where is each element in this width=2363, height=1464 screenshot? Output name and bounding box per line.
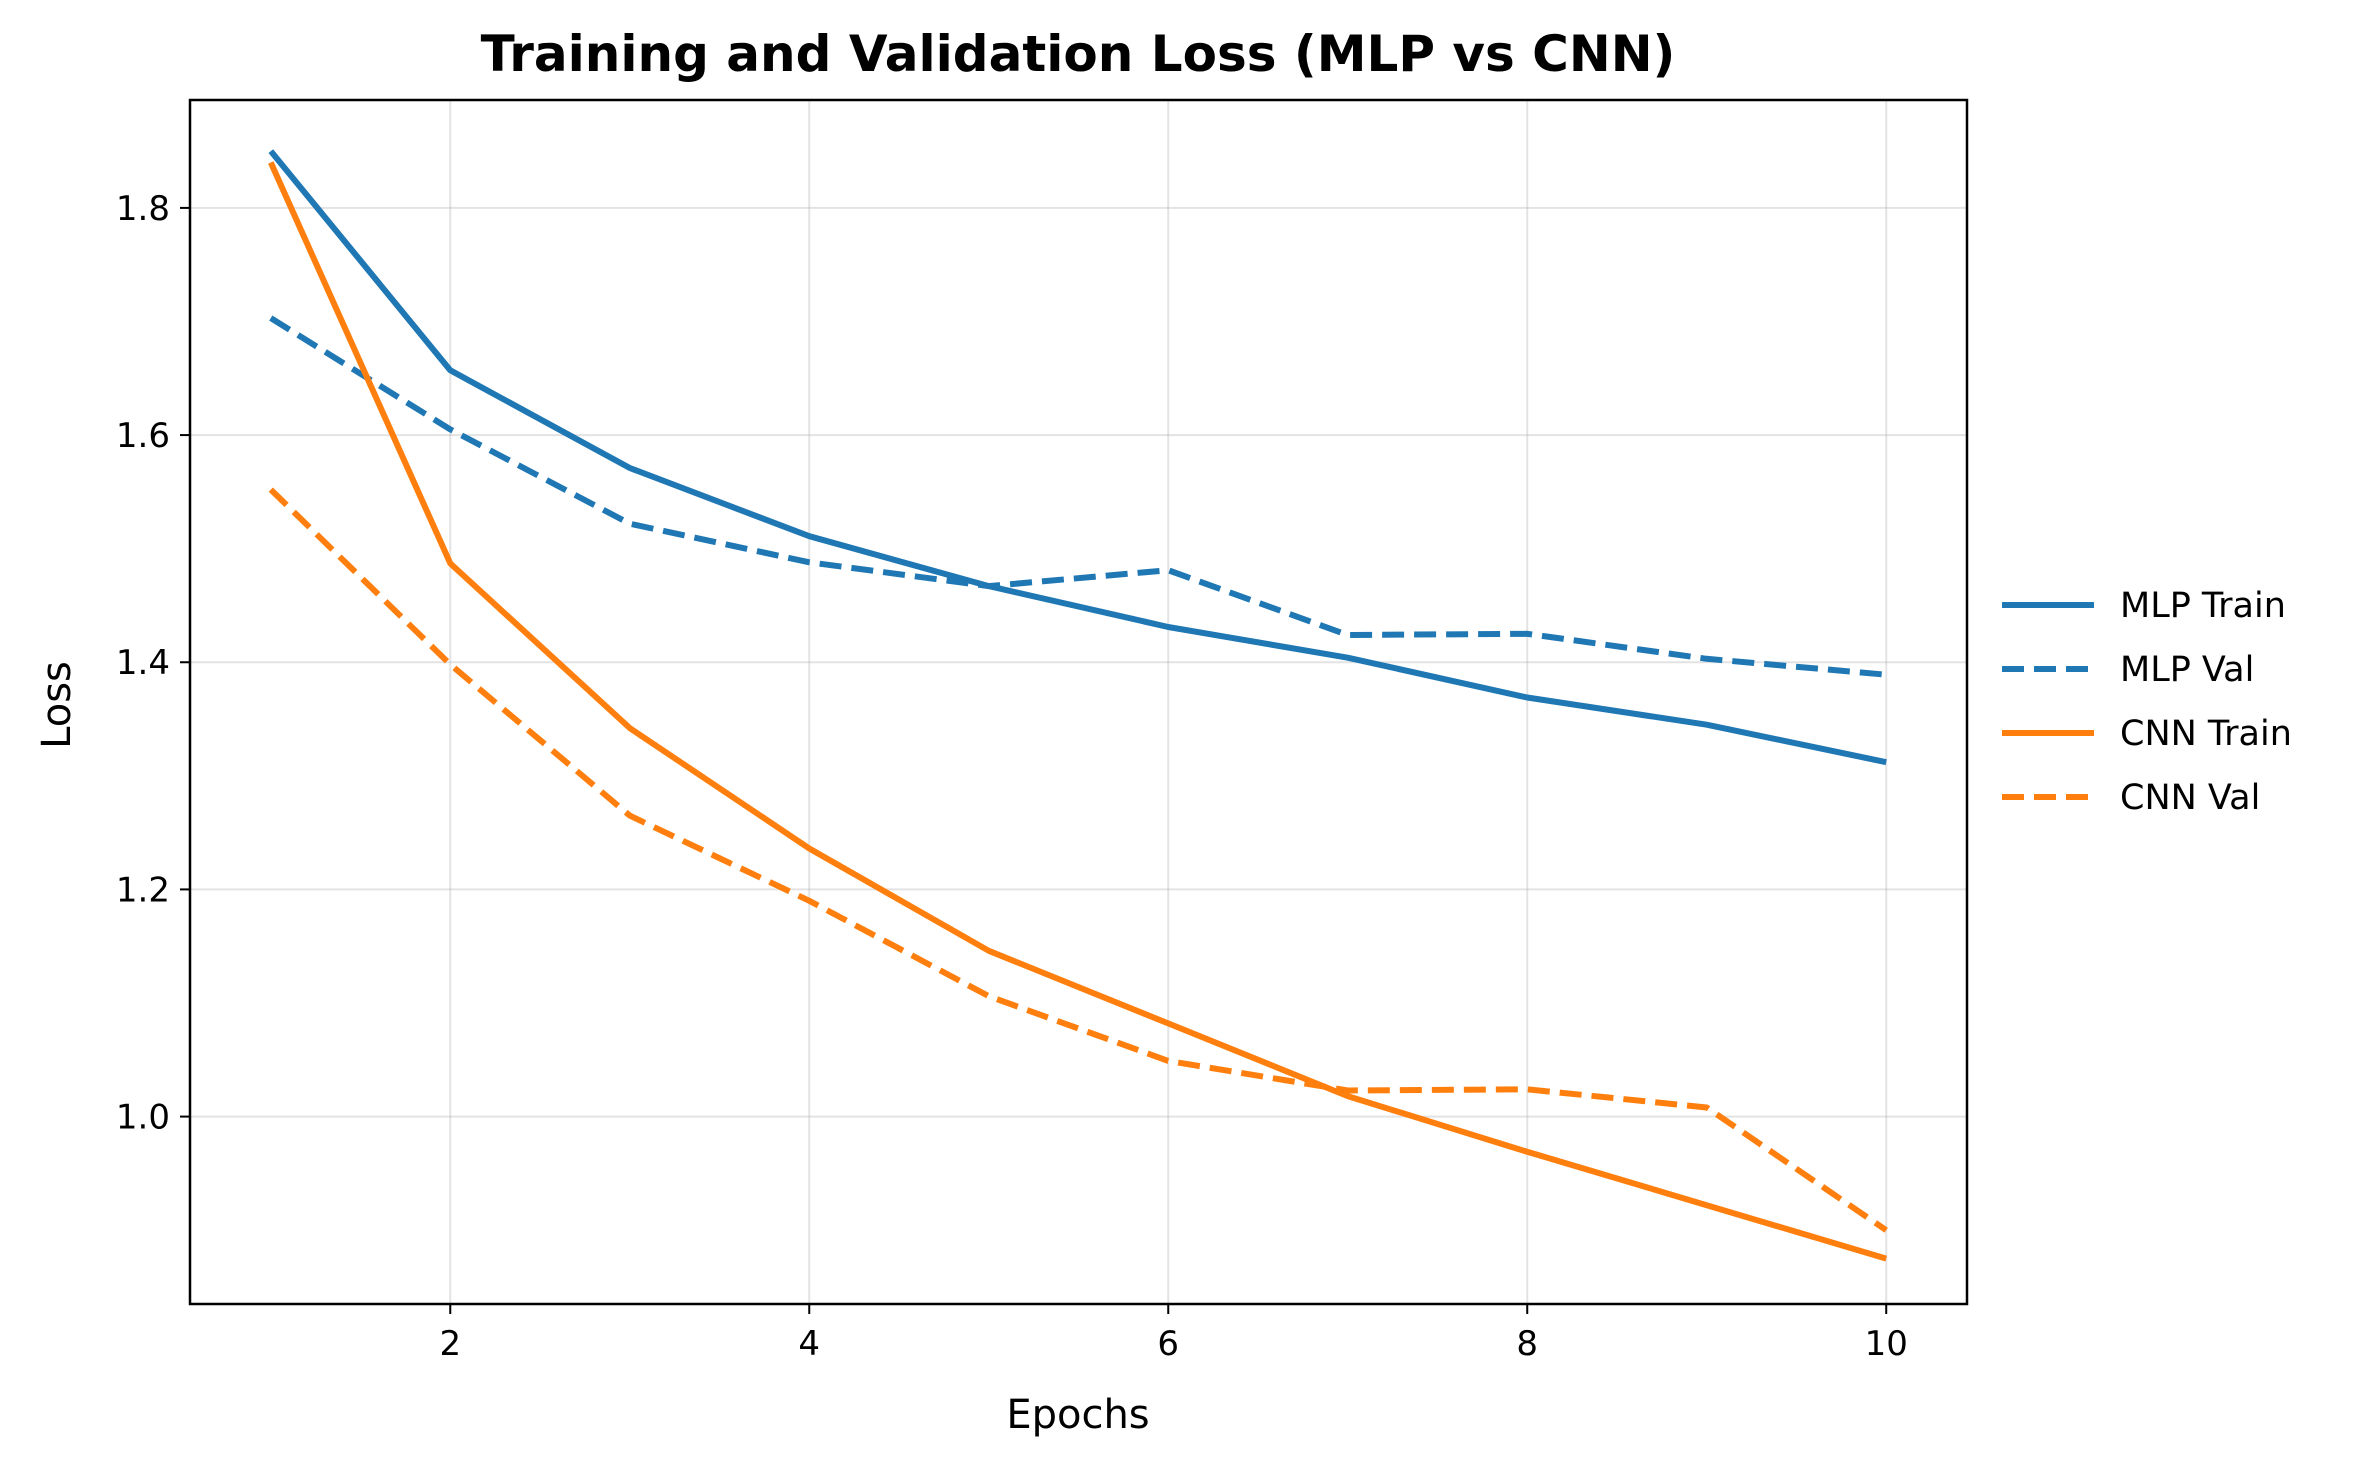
chart-title: Training and Validation Loss (MLP vs CNN… <box>481 25 1676 83</box>
y-tick-label: 1.8 <box>116 189 170 229</box>
y-tick-label: 1.6 <box>116 416 170 456</box>
y-tick-label: 1.2 <box>116 870 170 910</box>
x-tick-label: 8 <box>1516 1324 1538 1364</box>
axis-ticks: 2 4 6 8 10 1.0 1.2 1.4 1.6 1.8 <box>116 189 1908 1364</box>
legend-label-cnn-train: CNN Train <box>2120 714 2292 754</box>
plot-frame <box>188 98 1969 1306</box>
x-tick-label: 2 <box>439 1324 461 1364</box>
series-line-cnn-val <box>268 487 1888 1233</box>
x-axis-label: Epochs <box>1006 1392 1149 1438</box>
y-axis-label: Loss <box>34 661 80 749</box>
series-line-mlp-train <box>268 149 1887 766</box>
x-tick-label: 4 <box>798 1324 820 1364</box>
x-tick-label: 6 <box>1157 1324 1179 1364</box>
grid <box>190 100 1967 1304</box>
legend-label-mlp-train: MLP Train <box>2120 586 2286 626</box>
y-tick-label: 1.0 <box>116 1098 170 1138</box>
legend-label-cnn-val: CNN Val <box>2120 778 2260 818</box>
x-tick-label: 10 <box>1865 1324 1908 1364</box>
y-tick-label: 1.4 <box>116 643 170 683</box>
legend: MLP Train MLP Val CNN Train CNN Val <box>2002 586 2292 818</box>
series-lines <box>268 149 1888 1262</box>
series-line-cnn-train <box>268 161 1888 1262</box>
series-line-mlp-val <box>269 315 1887 678</box>
legend-label-mlp-val: MLP Val <box>2120 650 2254 690</box>
